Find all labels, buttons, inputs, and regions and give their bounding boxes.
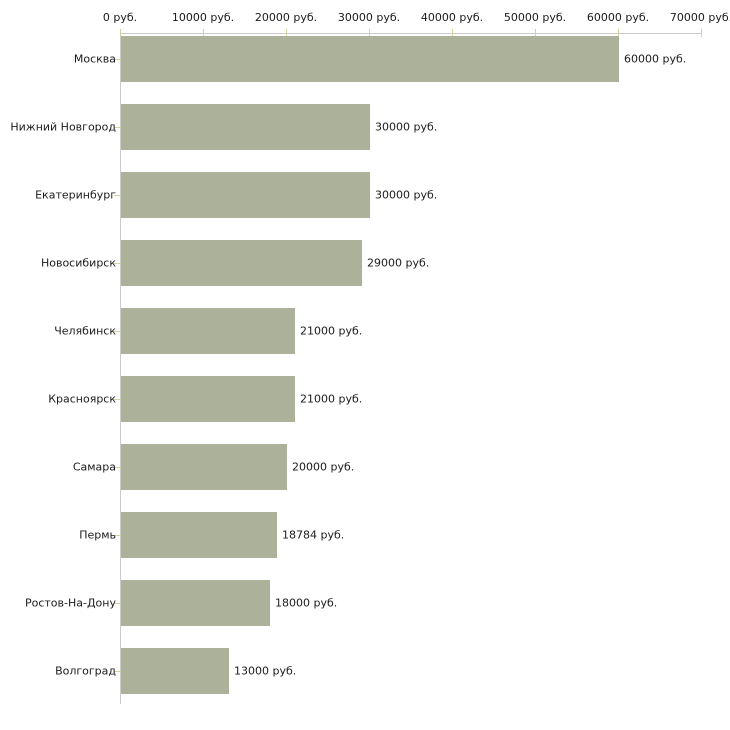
value-label: 30000 руб.: [375, 120, 438, 134]
value-label: 21000 руб.: [300, 324, 363, 338]
category-label: Волгоград: [55, 664, 116, 678]
category-label: Екатеринбург: [35, 188, 116, 202]
value-label: 30000 руб.: [375, 188, 438, 202]
x-axis-line: [120, 33, 702, 34]
value-label: 13000 руб.: [234, 664, 297, 678]
bar: [121, 308, 295, 354]
y-axis-tick: [114, 331, 121, 332]
y-axis-tick: [114, 399, 121, 400]
x-axis-tick: [535, 29, 536, 37]
bar: [121, 172, 370, 218]
x-axis-tick-label: 70000 руб.: [669, 11, 730, 24]
value-label: 18000 руб.: [275, 596, 338, 610]
x-axis-tick-label: 60000 руб.: [586, 11, 650, 24]
bar: [121, 580, 270, 626]
value-label: 21000 руб.: [300, 392, 363, 406]
y-axis-tick: [114, 603, 121, 604]
x-axis-tick: [203, 29, 204, 37]
y-axis-tick: [114, 195, 121, 196]
category-label: Пермь: [79, 528, 116, 542]
y-axis-tick: [114, 671, 121, 672]
x-axis-tick: [120, 29, 121, 37]
x-axis-tick: [369, 29, 370, 37]
bar: [121, 104, 370, 150]
bar: [121, 512, 277, 558]
category-label: Новосибирск: [40, 256, 116, 270]
x-axis-tick: [618, 29, 619, 37]
category-label: Ростов-На-Дону: [24, 596, 116, 610]
category-label: Челябинск: [54, 324, 116, 338]
x-axis-tick-label: 0 руб.: [102, 11, 138, 24]
category-label: Москва: [73, 52, 116, 66]
category-label: Нижний Новгород: [10, 120, 116, 134]
x-axis-tick-label: 20000 руб.: [254, 11, 318, 24]
bar: [121, 648, 229, 694]
bar: [121, 444, 287, 490]
x-axis-tick: [286, 29, 287, 37]
x-axis-tick: [452, 29, 453, 37]
x-axis-tick-label: 10000 руб.: [171, 11, 235, 24]
y-axis-tick: [114, 263, 121, 264]
bar: [121, 376, 295, 422]
y-axis-tick: [114, 535, 121, 536]
y-axis-line: [120, 33, 121, 704]
x-axis-tick: [701, 29, 702, 37]
bar: [121, 36, 619, 82]
value-label: 20000 руб.: [292, 460, 355, 474]
y-axis-tick: [114, 127, 121, 128]
value-label: 29000 руб.: [367, 256, 430, 270]
y-axis-tick: [114, 467, 121, 468]
category-label: Красноярск: [48, 392, 116, 406]
category-label: Самара: [72, 460, 116, 474]
value-label: 18784 руб.: [282, 528, 345, 542]
bar: [121, 240, 362, 286]
y-axis-tick: [114, 59, 121, 60]
x-axis-tick-label: 50000 руб.: [503, 11, 567, 24]
x-axis-tick-label: 30000 руб.: [337, 11, 401, 24]
value-label: 60000 руб.: [624, 52, 687, 66]
x-axis-tick-label: 40000 руб.: [420, 11, 484, 24]
